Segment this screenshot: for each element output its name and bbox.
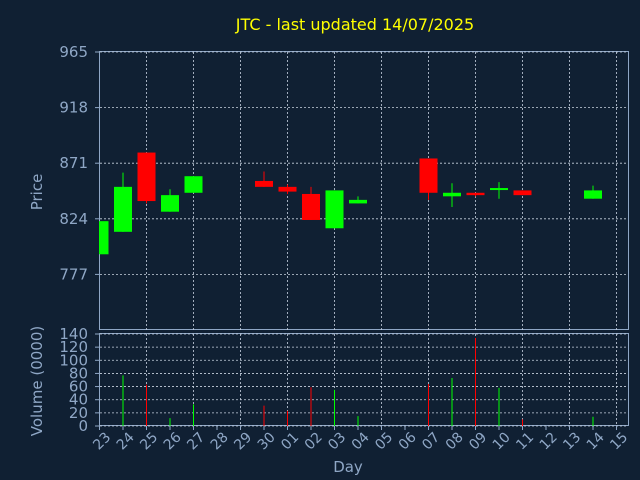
volume-tick-label: 140	[59, 325, 88, 343]
x-tick-label: 27	[184, 429, 208, 453]
volume-tick-label: 120	[59, 338, 88, 356]
volume-tick-label: 100	[59, 351, 88, 369]
price-tick-label: 918	[59, 99, 88, 117]
x-tick-label: 25	[137, 429, 161, 453]
x-tick-label: 05	[372, 429, 396, 453]
volume-axis-label: Volume (0000)	[28, 326, 46, 436]
x-tick-label: 14	[584, 429, 608, 453]
x-tick-label: 07	[419, 429, 443, 453]
x-tick-label: 13	[560, 429, 584, 453]
x-tick-label: 03	[325, 429, 349, 453]
volume-tick-label: 40	[69, 391, 88, 409]
candle-body	[184, 176, 203, 193]
candle-body	[349, 199, 367, 204]
x-tick-label: 01	[278, 429, 302, 453]
x-tick-label: 09	[466, 429, 490, 453]
price-tick-label: 824	[59, 210, 88, 228]
candle-body	[325, 190, 344, 229]
candle-body	[161, 195, 179, 212]
price-tick-label: 777	[59, 265, 88, 283]
price-y-ticks: 965 918 871 824 777	[59, 43, 100, 283]
price-tick-label: 965	[59, 43, 88, 61]
volume-tick-label: 60	[69, 378, 88, 396]
x-tick-label: 29	[231, 429, 255, 453]
candle-body	[419, 158, 438, 193]
volume-tick-label: 20	[69, 404, 88, 422]
x-tick-label: 30	[255, 429, 279, 453]
candle-body	[513, 190, 532, 196]
x-tick-label: 26	[161, 429, 185, 453]
volume-tick-label: 0	[78, 417, 88, 435]
price-tick-label: 871	[59, 154, 88, 172]
candle-body	[584, 190, 602, 199]
x-tick-label: 06	[396, 429, 420, 453]
x-tick-label: 23	[90, 429, 114, 453]
price-panel-frame	[99, 51, 629, 330]
x-tick-label: 02	[302, 429, 326, 453]
x-tick-label: 08	[443, 429, 467, 453]
price-axis-label: Price	[28, 174, 46, 211]
candle-body	[278, 186, 297, 192]
chart-title: JTC - last updated 14/07/2025	[235, 15, 474, 34]
x-axis-labels: 23 24 25 26 27 28 29 30 01 02 03 04 05 06 07 08 09 10 11 12…	[90, 426, 631, 453]
x-tick-label: 10	[490, 429, 514, 453]
volume-tick-label: 80	[69, 364, 88, 382]
candle-body	[100, 221, 109, 255]
x-axis-title: Day	[333, 458, 363, 476]
volume-grid	[100, 333, 628, 427]
candle-body	[114, 186, 132, 232]
volume-panel-frame	[99, 333, 629, 426]
x-tick-label: 04	[349, 429, 373, 453]
candle-body	[137, 152, 156, 202]
x-tick-label: 24	[114, 429, 138, 453]
x-tick-label: 11	[513, 429, 537, 453]
x-tick-label: 15	[607, 429, 631, 453]
candle-body	[466, 192, 485, 196]
x-tick-label: 12	[537, 429, 561, 453]
candle-body	[255, 180, 273, 187]
candles	[99, 152, 602, 255]
candle-body	[490, 188, 508, 191]
price-grid	[100, 51, 628, 330]
volume-bars	[122, 337, 594, 426]
candle-body	[302, 193, 320, 220]
x-tick-label: 28	[208, 429, 232, 453]
candle-body	[443, 192, 461, 197]
